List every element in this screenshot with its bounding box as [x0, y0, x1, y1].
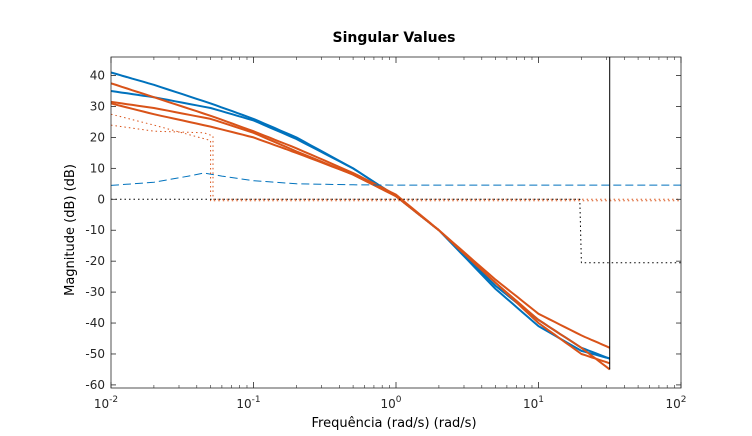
x-tick-exponent: -1	[252, 395, 261, 405]
series-line-8	[111, 124, 681, 200]
x-tick-base: 10	[523, 397, 538, 411]
y-tick-label: -50	[85, 347, 105, 361]
x-tick-label: 10-1	[236, 395, 260, 411]
y-tick-label: -40	[85, 316, 105, 330]
series-line-4	[111, 102, 611, 371]
y-tick-label: -10	[85, 223, 105, 237]
x-tick-base: 10	[94, 397, 109, 411]
x-tick-label: 101	[523, 395, 544, 411]
plot-frame	[110, 56, 682, 389]
series-line-3	[111, 82, 611, 349]
x-tick-exponent: 2	[681, 395, 687, 405]
series-line-6	[111, 172, 681, 186]
y-tick-label: -20	[85, 254, 105, 268]
x-tick-base: 10	[665, 397, 680, 411]
y-tick-label: 20	[90, 130, 105, 144]
x-axis-label: Frequência (rad/s) (rad/s)	[311, 416, 476, 431]
series-line-7	[111, 113, 681, 202]
x-tick-exponent: -2	[109, 395, 118, 405]
y-axis-label: Magnitude (dB) (dB)	[63, 164, 78, 296]
y-tick-label: 40	[90, 69, 105, 83]
x-tick-base: 10	[236, 397, 251, 411]
x-tick-exponent: 0	[396, 395, 402, 405]
chart-title: Singular Values	[333, 30, 456, 46]
y-tick-label: -60	[85, 378, 105, 392]
x-tick-label: 100	[380, 395, 401, 411]
x-tick-label: 10-2	[94, 395, 118, 411]
series-line-9	[111, 198, 681, 264]
y-tick-label: 10	[90, 161, 105, 175]
x-tick-label: 102	[665, 395, 686, 411]
series-layer	[111, 71, 681, 371]
x-tick-exponent: 1	[538, 395, 544, 405]
y-tick-label: -30	[85, 285, 105, 299]
x-tick-base: 10	[380, 397, 395, 411]
y-tick-label: 0	[97, 192, 105, 206]
y-tick-label: 30	[90, 99, 105, 113]
